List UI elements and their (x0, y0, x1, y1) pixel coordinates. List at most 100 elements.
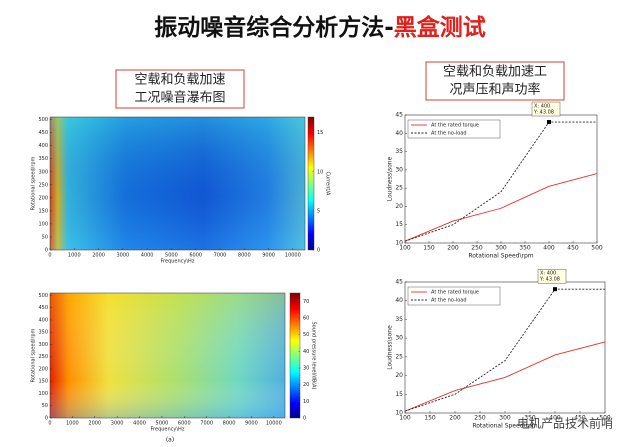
title: 振动噪音综合分析方法- (154, 14, 394, 41)
x-tick-label: 250 (474, 415, 486, 422)
x-tick-label: 100 (399, 415, 411, 422)
label-box (115, 69, 245, 109)
x-axis-label: Rotational Speed\rpm (468, 253, 533, 260)
label-line: 空载和负载加速工 (443, 65, 547, 80)
x-tick-label: 7000 (200, 421, 213, 427)
colorbar-tick-label: 15 (317, 130, 323, 136)
x-tick-label: 6000 (178, 421, 191, 427)
colorbar (307, 116, 315, 251)
x-tick-label: 450 (574, 415, 586, 422)
y-tick-label: 250 (38, 182, 48, 188)
y-tick-label: 50 (42, 403, 48, 409)
x-tick-label: 1000 (68, 253, 81, 259)
x-tick-label: 7000 (214, 253, 227, 259)
colorbar (289, 292, 301, 419)
y-tick-label: 50 (42, 234, 48, 240)
x-tick-label: 10000 (266, 421, 282, 427)
colorbar-tick-label: 60 (303, 316, 309, 322)
y-tick-label: 500 (38, 293, 48, 299)
colorbar-tick-label: 0 (303, 416, 306, 422)
colorbar-tick-label: 0 (317, 248, 320, 254)
annotation-box (531, 101, 561, 117)
plot-frame (49, 292, 286, 419)
x-tick-label: 350 (519, 245, 531, 252)
x-tick-label: 400 (549, 415, 561, 422)
x-tick-label: 8000 (223, 421, 236, 427)
y-tick-label: 40 (395, 130, 403, 137)
y-tick-label: 350 (38, 330, 48, 336)
legend-label: At the no-load (431, 298, 467, 304)
x-tick-label: 350 (524, 415, 536, 422)
caption: (a) (166, 437, 174, 444)
y-tick-label: 100 (38, 391, 48, 397)
colorbar-tick-label: 5 (317, 208, 320, 214)
heatmap-shade (50, 117, 305, 250)
x-tick-label: 2000 (88, 421, 101, 427)
y-tick-label: 15 (395, 221, 403, 228)
colorbar-tick-label: 10 (317, 169, 323, 175)
y-tick-label: 25 (395, 353, 403, 360)
y-axis-label: Loudness\sone (387, 156, 394, 201)
x-tick-label: 500 (599, 415, 611, 422)
x-tick-label: 3000 (116, 253, 129, 259)
y-tick-label: 150 (38, 208, 48, 214)
series-line (404, 121, 597, 242)
annotation-text: Y: 43.08 (539, 277, 560, 283)
y-tick-label: 30 (395, 166, 403, 173)
colorbar-tick-label: 30 (303, 366, 309, 372)
colorbar-label: Current/A (325, 172, 331, 196)
y-tick-label: 500 (38, 117, 48, 123)
legend-label: At the no-load (431, 131, 467, 137)
y-axis-label: Loudness\sone (387, 325, 394, 370)
x-tick-label: 0 (48, 253, 51, 259)
y-tick-label: 40 (395, 297, 403, 304)
x-tick-label: 3000 (111, 421, 124, 427)
y-tick-label: 10 (395, 240, 403, 247)
annotation-box (537, 268, 567, 284)
annotation-marker (547, 120, 551, 125)
series-line (404, 288, 605, 412)
y-tick-label: 300 (38, 342, 48, 348)
x-tick-label: 10000 (285, 253, 301, 259)
x-tick-label: 2000 (92, 253, 105, 259)
y-tick-label: 400 (38, 143, 48, 149)
x-tick-label: 9000 (262, 253, 275, 259)
x-tick-label: 400 (543, 245, 555, 252)
x-tick-label: 8000 (238, 253, 251, 259)
x-tick-label: 500 (591, 245, 603, 252)
y-axis-label: Rotational speed/rpm (31, 156, 37, 210)
x-tick-label: 0 (48, 421, 51, 427)
annotation-text: X: 400 (540, 271, 556, 277)
x-tick-label: 5000 (165, 253, 178, 259)
series-line (404, 173, 598, 242)
watermark: 电机产品技术前哨 (517, 416, 613, 431)
plot-frame (49, 116, 306, 251)
y-tick-label: 350 (38, 156, 48, 162)
y-tick-label: 200 (38, 195, 48, 201)
heatmap-shade (50, 293, 285, 418)
x-tick-label: 1000 (66, 421, 79, 427)
x-tick-label: 200 (447, 245, 459, 252)
y-tick-label: 250 (38, 354, 48, 360)
x-tick-label: 200 (449, 415, 461, 422)
x-axis-label: Frequency\Hz (151, 427, 185, 433)
y-tick-label: 300 (38, 169, 48, 175)
y-tick-label: 0 (45, 248, 48, 254)
y-axis-label: Rotational speed/rpm (31, 328, 37, 382)
legend-frame (407, 119, 501, 139)
y-tick-label: 450 (38, 305, 48, 311)
label-line: 况声压和声功率 (449, 82, 540, 98)
x-tick-label: 150 (424, 415, 436, 422)
annotation-text: Y: 43.08 (533, 110, 554, 116)
label-line: 空载和负载加速 (134, 73, 225, 88)
annotation-marker (553, 287, 557, 292)
title-highlight: 黑盒测试 (394, 14, 486, 41)
x-tick-label: 4000 (133, 421, 146, 427)
colorbar-tick-label: 40 (303, 349, 309, 355)
y-tick-label: 150 (38, 379, 48, 385)
y-tick-label: 10 (395, 410, 403, 417)
series-line (404, 341, 606, 412)
y-tick-label: 25 (395, 185, 403, 192)
y-tick-label: 15 (395, 391, 403, 398)
